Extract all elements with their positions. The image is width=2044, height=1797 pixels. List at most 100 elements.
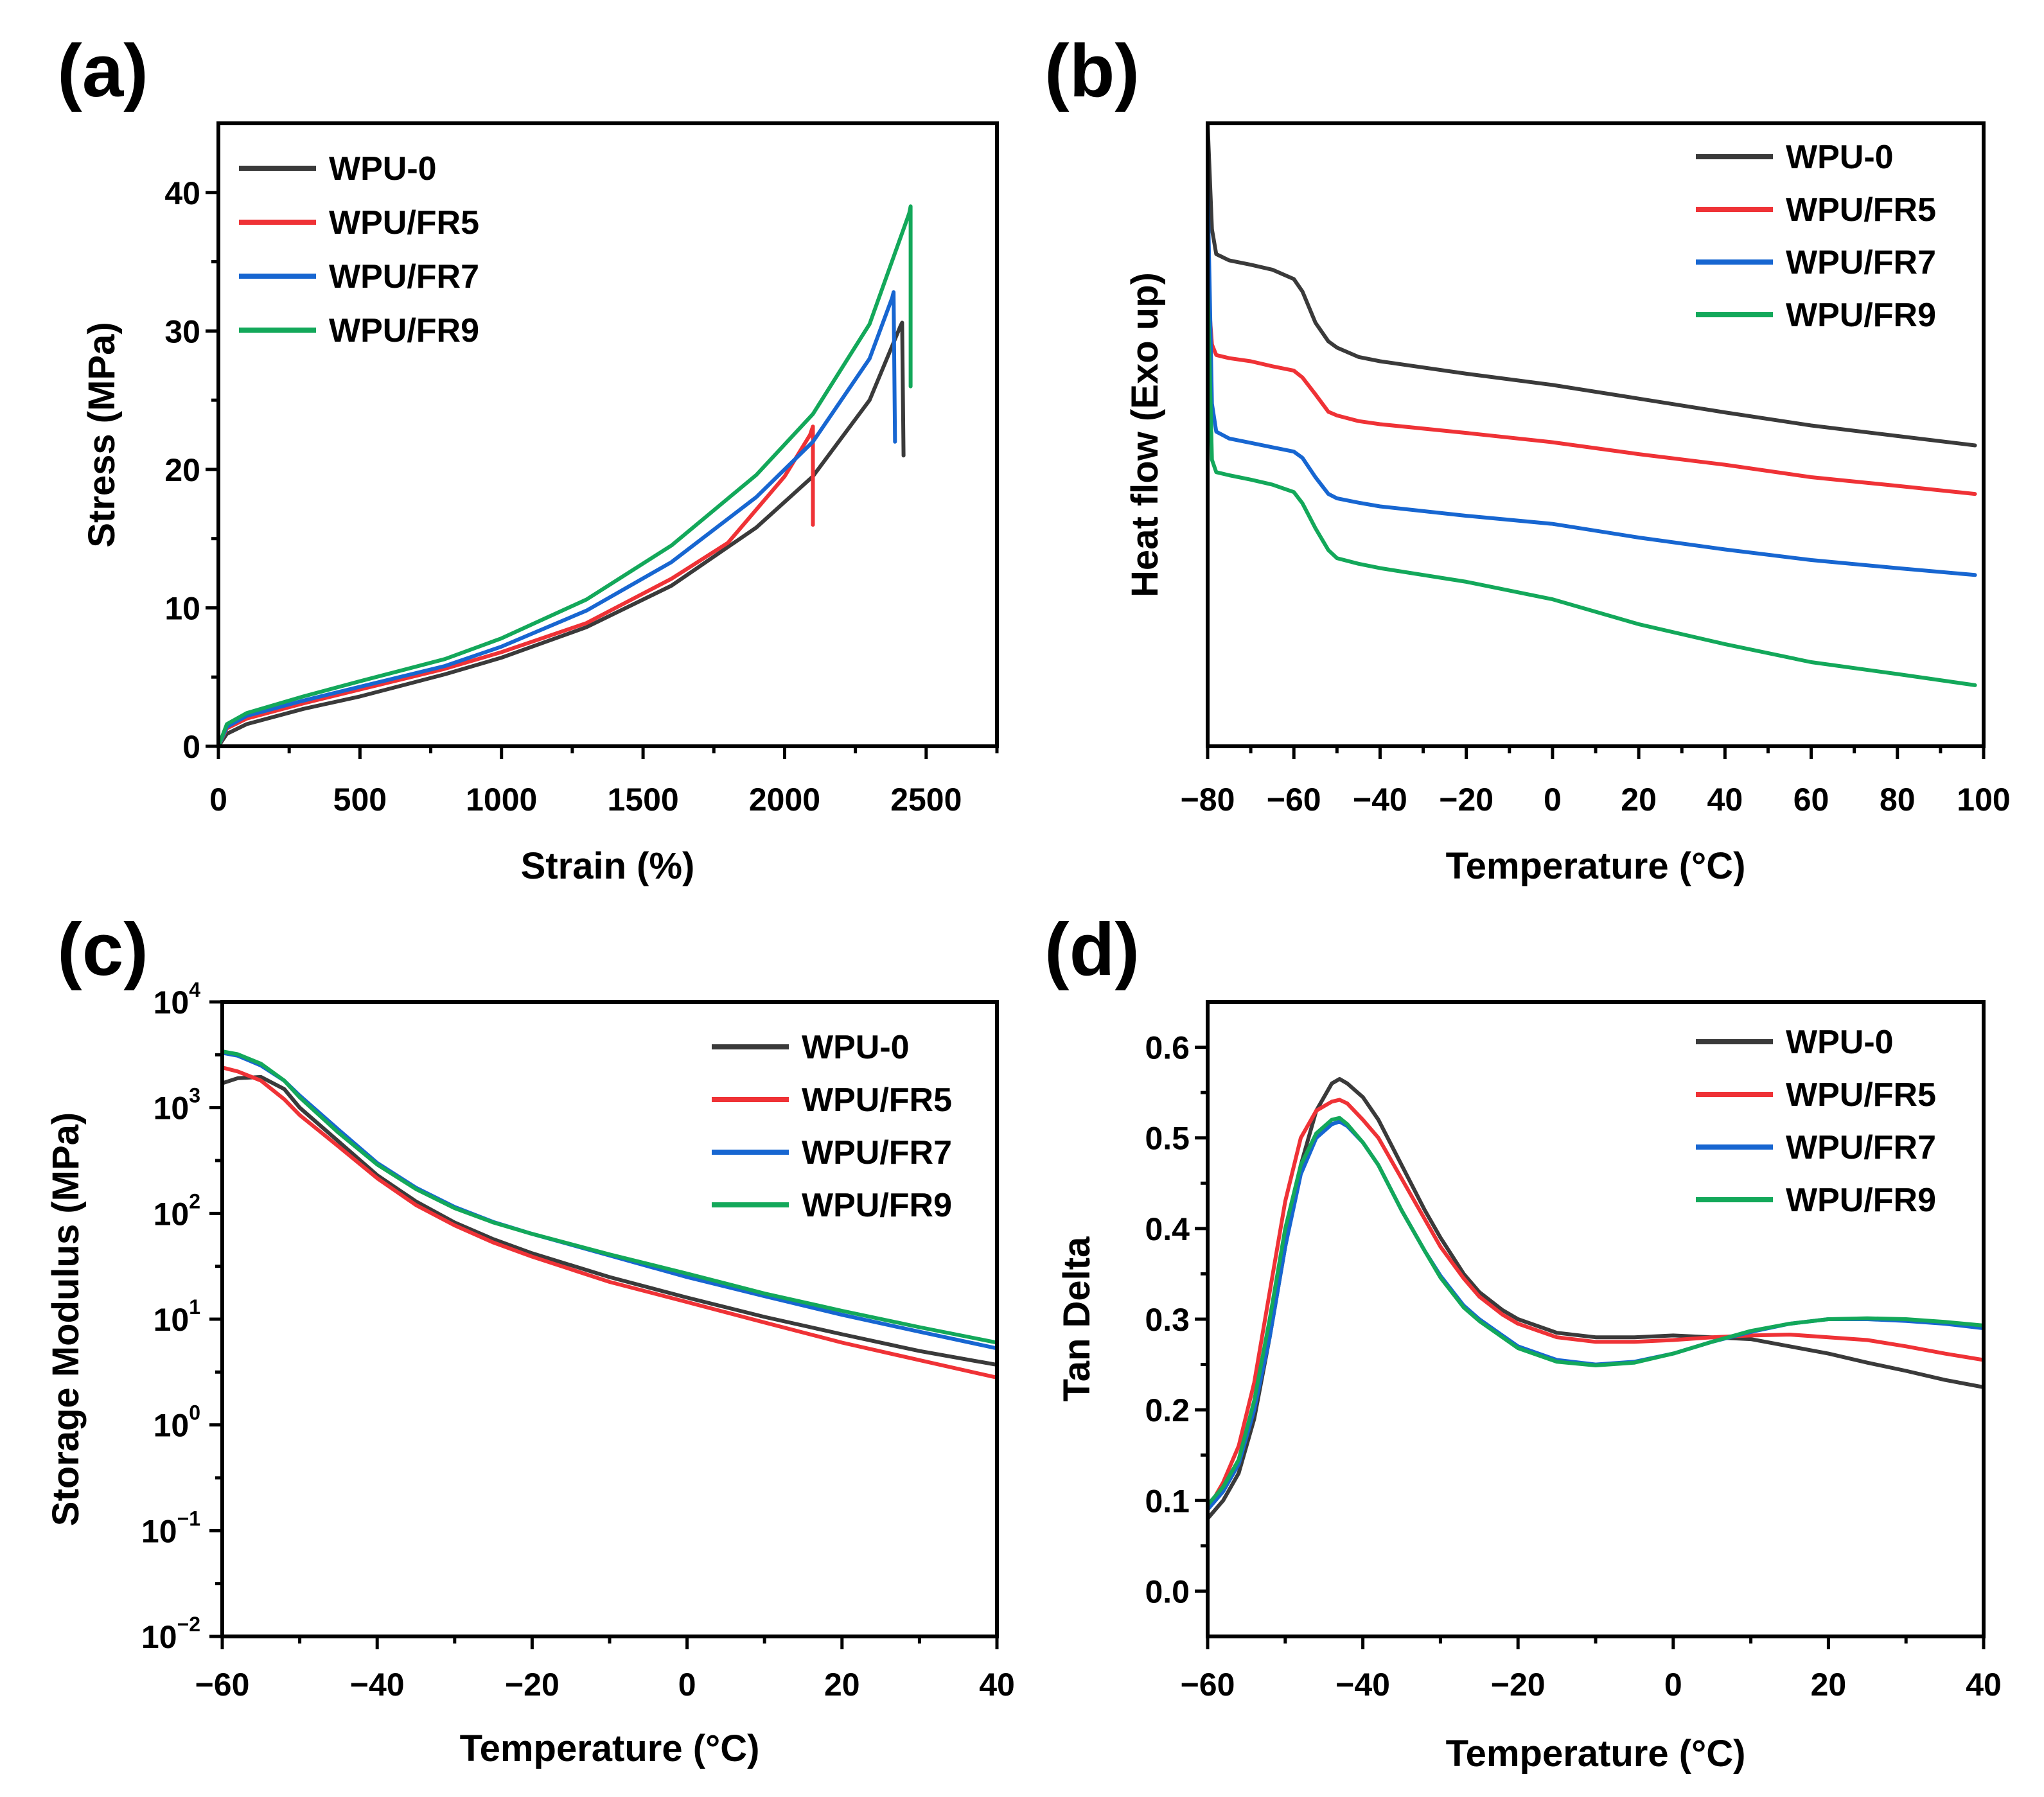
y-tick-label: 10−2 (141, 1613, 200, 1655)
x-tick-label: −20 (505, 1667, 559, 1703)
legend: WPU-0 WPU/FR5 WPU/FR7 WPU/FR9 (712, 1029, 952, 1224)
x-tick-label: −20 (1491, 1667, 1546, 1703)
series-line-wpu-fr9 (1208, 1116, 1984, 1507)
legend-label: WPU/FR7 (1786, 1129, 1936, 1166)
panel-label: (d) (1044, 907, 1140, 991)
y-axis-label: Storage Modulus (MPa) (45, 1112, 87, 1526)
y-axis-label: Stress (MPa) (81, 322, 123, 547)
x-tick-label: −40 (350, 1667, 405, 1703)
legend-label: WPU/FR5 (1786, 1076, 1936, 1114)
y-axis-label: Tan Delta (1056, 1236, 1098, 1401)
x-tick-label: 40 (1966, 1667, 2002, 1703)
series-line-wpu-fr7 (1208, 184, 1977, 577)
x-tick-label: 0 (1544, 782, 1562, 818)
y-tick-label: 0.0 (1145, 1573, 1190, 1609)
x-axis-label: Temperature (°C) (460, 1728, 760, 1769)
legend-label: WPU-0 (802, 1029, 910, 1066)
y-tick-label: 10−1 (141, 1507, 200, 1549)
x-tick-label: 0 (678, 1667, 696, 1703)
series-line-wpu-0 (1208, 123, 1977, 448)
x-axis-label: Temperature (°C) (1446, 845, 1746, 887)
y-tick-label: 101 (154, 1295, 200, 1338)
series-line-wpu-fr5 (218, 425, 815, 746)
y-tick-label: 20 (164, 452, 200, 488)
legend: WPU-0 WPU/FR5 WPU/FR7 WPU/FR9 (1696, 139, 1936, 334)
legend-label: WPU/FR7 (1786, 244, 1936, 281)
panel-label: (c) (57, 907, 148, 991)
series-line-wpu-0 (218, 320, 906, 746)
legend-label: WPU/FR9 (802, 1187, 952, 1224)
y-tick-label: 0.4 (1145, 1211, 1190, 1247)
y-tick-label: 103 (154, 1084, 200, 1126)
legend: WPU-0 WPU/FR5 WPU/FR7 WPU/FR9 (1696, 1024, 1936, 1219)
chart-panel-d: (d) −60 −40 −20 0 20 40 0.0 0.1 0.2 0.3 0.4 0.5 0.6 Te… (1044, 907, 2002, 1775)
legend-label: WPU-0 (329, 150, 437, 188)
series-group (1208, 1077, 1984, 1521)
panel-label: (a) (57, 29, 148, 112)
series-line-wpu-fr5 (1208, 1098, 1984, 1512)
y-tick-label: 0 (182, 729, 200, 765)
x-tick-label: 0 (1664, 1667, 1682, 1703)
legend-label: WPU/FR5 (802, 1082, 952, 1119)
x-axis-label: Strain (%) (521, 845, 695, 887)
y-tick-label: 30 (164, 313, 200, 349)
panel-label: (b) (1044, 29, 1140, 112)
x-tick-label: 20 (824, 1667, 860, 1703)
series-line-wpu-fr5 (222, 1065, 997, 1380)
x-axis-label: Temperature (°C) (1446, 1733, 1746, 1775)
legend-label: WPU/FR5 (329, 204, 479, 241)
x-tick-label: 40 (979, 1667, 1015, 1703)
x-tick-label: 2000 (749, 782, 820, 818)
y-tick-label: 0.1 (1145, 1483, 1190, 1519)
legend-label: WPU/FR9 (1786, 1182, 1936, 1219)
x-tick-label: −20 (1439, 782, 1493, 818)
chart-panel-c: (c) −60 −40 −20 0 20 40 10−2 10−1 100 101 102 103 104… (45, 907, 1015, 1769)
x-tick-label: −60 (195, 1667, 250, 1703)
series-line-wpu-fr9 (222, 1049, 997, 1345)
legend: WPU-0 WPU/FR5 WPU/FR7 WPU/FR9 (239, 150, 479, 349)
y-tick-label: 0.3 (1145, 1302, 1190, 1338)
y-tick-label: 0.5 (1145, 1121, 1190, 1157)
x-tick-label: −60 (1181, 1667, 1235, 1703)
legend-label: WPU/FR5 (1786, 191, 1936, 229)
legend-label: WPU-0 (1786, 139, 1894, 176)
x-tick-label: −80 (1181, 782, 1235, 818)
x-tick-label: 0 (209, 782, 227, 818)
x-tick-label: 80 (1880, 782, 1916, 818)
y-tick-label: 102 (154, 1189, 200, 1232)
series-line-wpu-fr5 (1208, 283, 1977, 496)
x-tick-label: −40 (1335, 1667, 1390, 1703)
series-line-wpu-fr7 (218, 290, 897, 746)
series-line-wpu-fr9 (1208, 283, 1977, 687)
x-tick-label: 20 (1621, 782, 1657, 818)
series-group (1208, 123, 1977, 687)
plot-frame (216, 121, 999, 748)
x-tick-label: 1000 (466, 782, 537, 818)
y-tick-label: 104 (154, 978, 201, 1021)
y-tick-label: 0.6 (1145, 1030, 1190, 1066)
y-axis-label: Heat flow (Exo up) (1124, 272, 1166, 597)
x-tick-label: 100 (1957, 782, 2010, 818)
chart-panel-b: (b) −80 −60 −40 −20 0 20 40 60 80 100 Temperature (… (1044, 29, 2011, 887)
x-tick-label: 60 (1793, 782, 1829, 818)
x-tick-label: 500 (333, 782, 387, 818)
legend-label: WPU-0 (1786, 1024, 1894, 1061)
chart-panel-a: (a) 0 500 1000 1500 2000 2500 0 10 20 30 40 Strain (… (57, 29, 999, 887)
x-tick-label: −40 (1353, 782, 1407, 818)
x-tick-label: 40 (1707, 782, 1743, 818)
series-line-wpu-fr9 (218, 204, 913, 746)
series-group (222, 1049, 997, 1380)
y-tick-label: 100 (154, 1401, 200, 1444)
legend-label: WPU/FR9 (1786, 297, 1936, 334)
series-line-wpu-fr7 (1208, 1119, 1984, 1512)
legend-label: WPU/FR7 (329, 258, 479, 295)
x-tick-label: 1500 (607, 782, 678, 818)
y-tick-label: 0.2 (1145, 1392, 1190, 1428)
series-line-wpu-0 (222, 1074, 997, 1367)
legend-label: WPU/FR7 (802, 1134, 952, 1171)
x-tick-label: 2500 (890, 782, 962, 818)
y-tick-label: 40 (164, 175, 200, 211)
legend-label: WPU/FR9 (329, 312, 479, 349)
y-tick-label: 10 (164, 590, 200, 626)
